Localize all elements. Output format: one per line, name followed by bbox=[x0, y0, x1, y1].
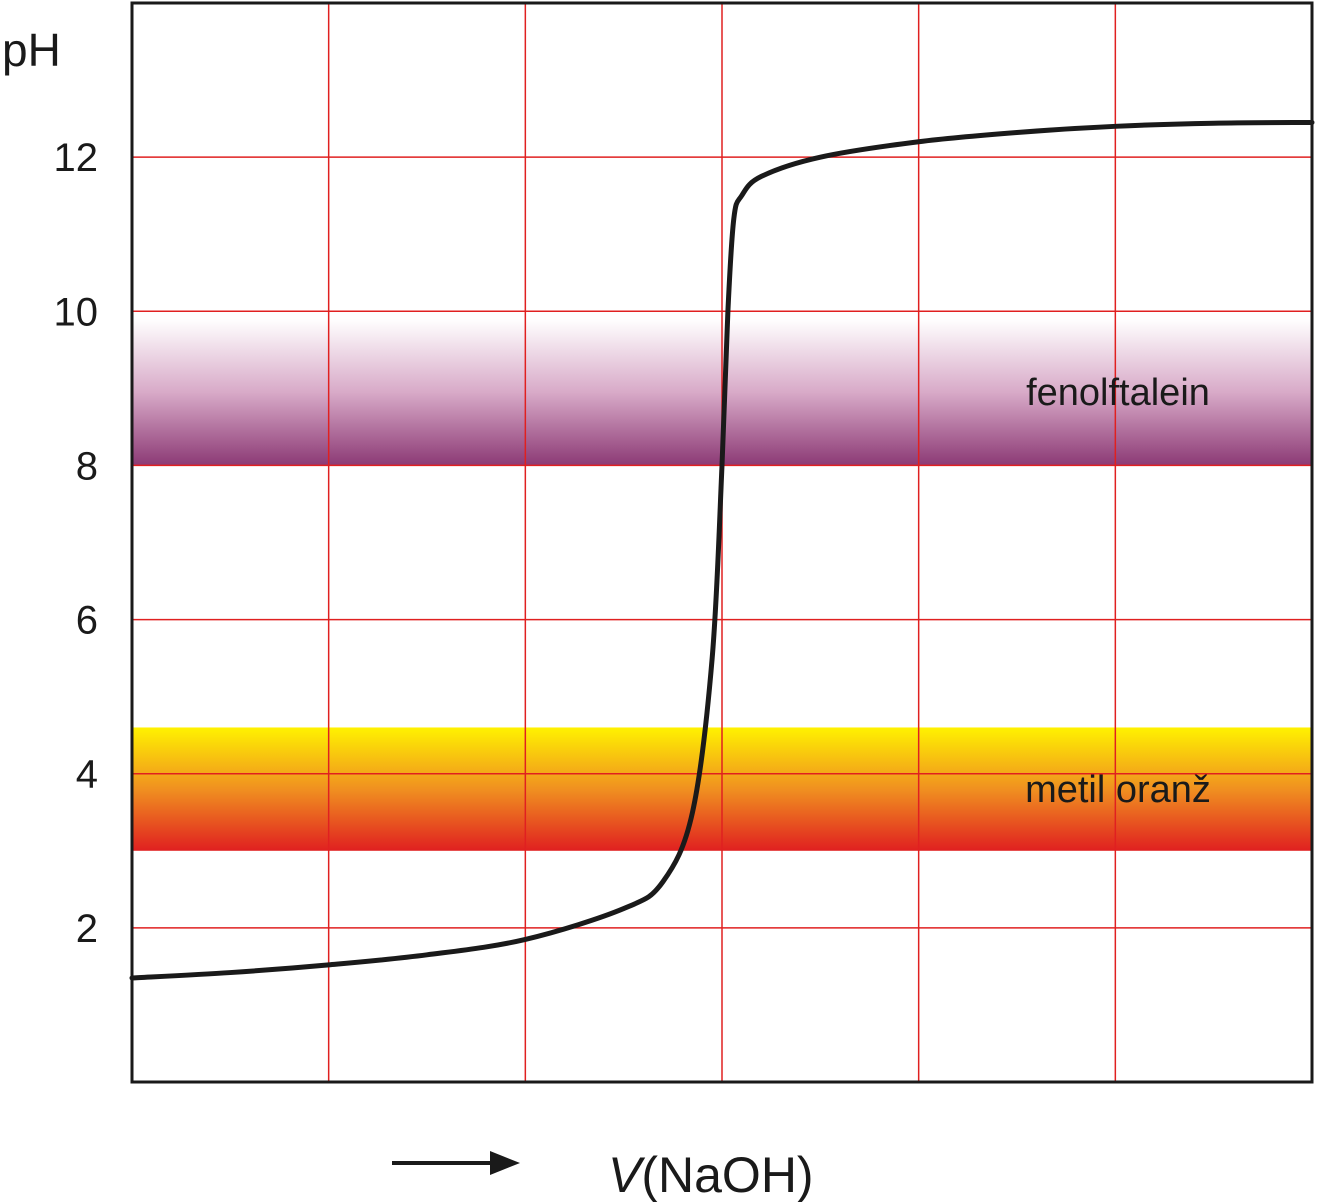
plot-frame bbox=[130, 1, 1314, 1084]
y-tick-labels: 2 4 6 8 10 12 bbox=[54, 136, 99, 951]
x-axis-label-group: V(NaOH) bbox=[392, 1147, 814, 1202]
y-tick-label: 2 bbox=[76, 907, 98, 951]
grid-lines bbox=[132, 3, 1312, 1082]
indicator-band-label: metil oranž bbox=[1025, 769, 1211, 811]
indicator-band-label: fenolftalein bbox=[1026, 372, 1210, 414]
y-tick-label: 10 bbox=[54, 290, 99, 334]
x-axis-label-unit: (NaOH) bbox=[641, 1147, 813, 1202]
y-tick-label: 4 bbox=[76, 753, 98, 797]
titration-curve bbox=[129, 119, 1315, 981]
y-tick-label: 8 bbox=[76, 444, 98, 488]
x-axis-label-variable: V bbox=[608, 1147, 646, 1202]
band-labels: fenolftalein metil oranž bbox=[1025, 372, 1211, 811]
x-axis-label: V(NaOH) bbox=[608, 1147, 814, 1202]
y-tick-label: 6 bbox=[76, 599, 98, 643]
y-axis-label: pH bbox=[2, 24, 61, 76]
x-direction-arrow-head bbox=[490, 1151, 520, 1175]
y-tick-label: 12 bbox=[54, 136, 99, 180]
